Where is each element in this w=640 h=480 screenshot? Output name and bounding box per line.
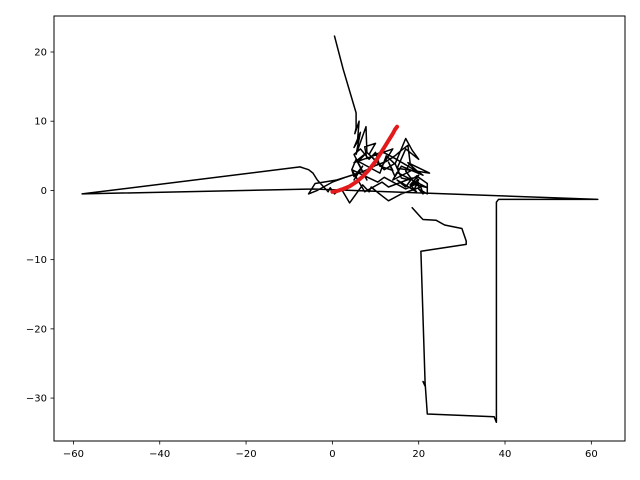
y-tick-label: 0: [41, 186, 47, 197]
y-axis: −30 −20 −10 0 10 20: [26, 47, 54, 405]
x-tick-label: −20: [236, 449, 257, 460]
series-layer: [81, 35, 599, 424]
x-tick-label: −60: [63, 449, 84, 460]
axes-frame: [53, 15, 626, 442]
x-tick-label: 60: [585, 449, 598, 460]
x-tick-label: 0: [329, 449, 335, 460]
y-tick-label: −20: [26, 324, 47, 335]
x-tick-label: −40: [149, 449, 170, 460]
x-tick-label: 40: [499, 449, 512, 460]
y-tick-label: −30: [26, 394, 47, 405]
y-tick-label: 20: [34, 47, 47, 58]
y-tick-label: 10: [34, 117, 47, 128]
x-tick-label: 20: [412, 449, 425, 460]
series-line-0: [81, 35, 599, 424]
x-axis: −60 −40 −20 0 20 40 60: [63, 441, 598, 460]
series-line-1: [330, 124, 400, 194]
y-tick-label: −10: [26, 255, 47, 266]
